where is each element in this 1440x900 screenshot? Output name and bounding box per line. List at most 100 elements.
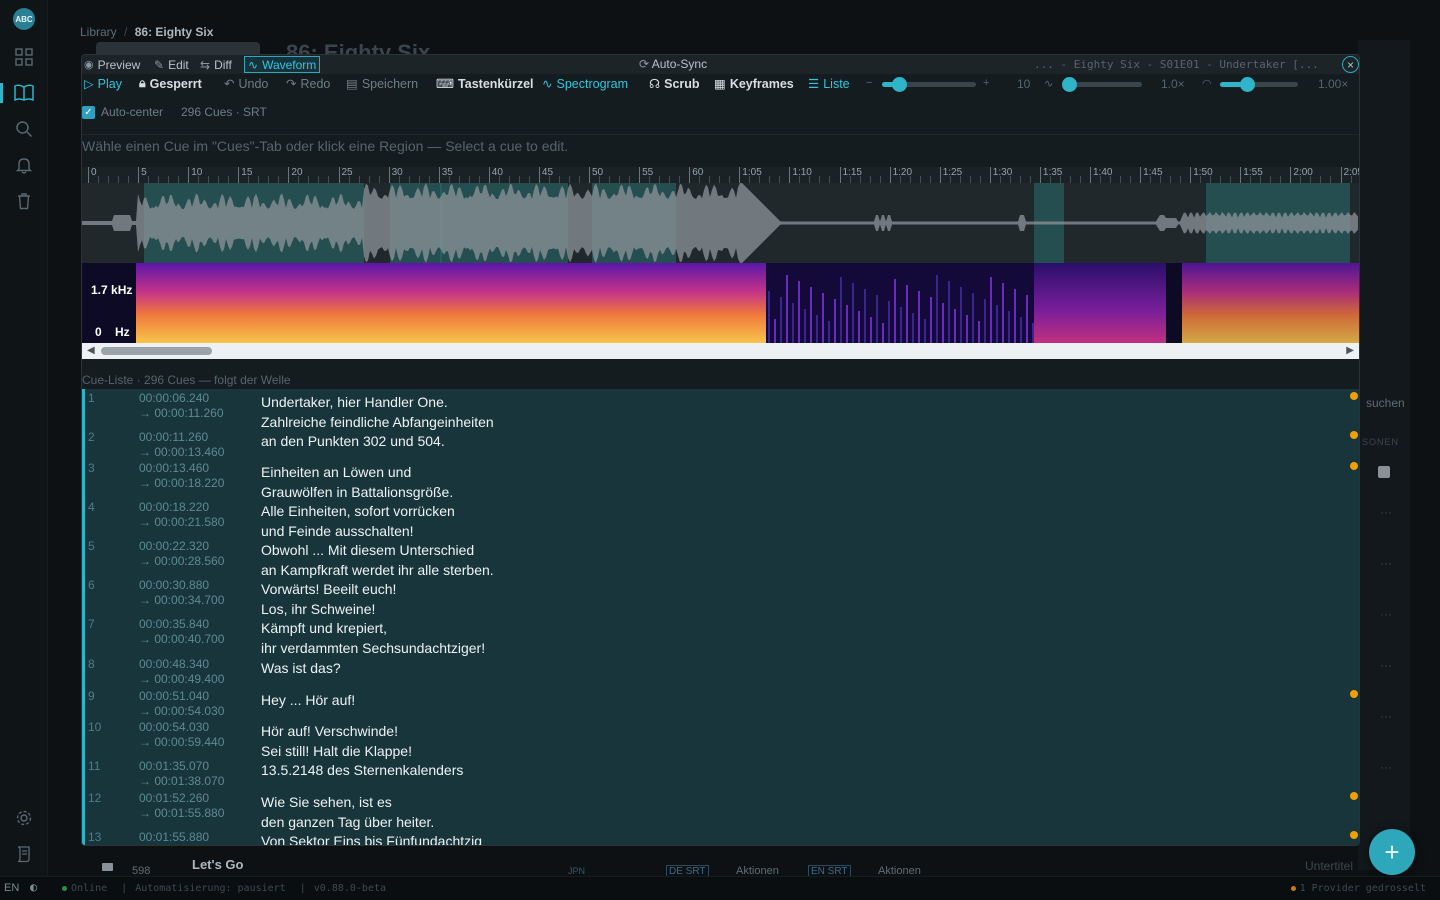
background-checkbox[interactable] bbox=[1378, 466, 1390, 478]
cue-text[interactable]: Undertaker, hier Handler One. Zahlreiche… bbox=[261, 394, 494, 449]
more-icon[interactable]: ··· bbox=[1380, 607, 1392, 621]
more-icon[interactable]: ··· bbox=[1380, 505, 1392, 519]
cue-text[interactable]: Was ist das? bbox=[261, 660, 341, 676]
cue-start-time[interactable]: 00:01:55.880 bbox=[139, 830, 210, 844]
lock-button[interactable]: 🔒︎ Gesperrt bbox=[139, 76, 202, 91]
timeline-minor-tick bbox=[809, 176, 811, 183]
cue-end-time[interactable]: → 00:00:21.580 bbox=[139, 515, 225, 529]
tab-waveform[interactable]: ∿ Waveform bbox=[244, 56, 321, 73]
more-icon[interactable]: ··· bbox=[1380, 760, 1392, 774]
cue-end-time[interactable]: → 00:00:13.460 bbox=[139, 445, 225, 459]
cue-start-time[interactable]: 00:00:35.840 bbox=[139, 617, 210, 631]
language-switch[interactable]: EN bbox=[4, 882, 20, 894]
scroll-right-icon[interactable]: ▶ bbox=[1346, 345, 1354, 356]
cue-end-time[interactable]: → 00:00:59.440 bbox=[139, 735, 225, 749]
timeline-minor-tick bbox=[568, 176, 570, 183]
bell-icon[interactable] bbox=[14, 155, 34, 175]
more-icon[interactable]: ··· bbox=[1380, 709, 1392, 723]
cue-end-time[interactable]: → 00:00:11.260 bbox=[139, 406, 224, 420]
shortcuts-button[interactable]: ⌨ Tastenkürzel bbox=[436, 76, 534, 92]
cue-text[interactable]: Hey ... Hör auf! bbox=[261, 692, 356, 708]
cue-end-time[interactable]: → 00:00:49.400 bbox=[139, 672, 225, 686]
cue-end-time[interactable]: → 00:00:34.700 bbox=[139, 593, 225, 607]
book-icon[interactable] bbox=[14, 83, 34, 103]
cue-start-time[interactable]: 00:00:54.030 bbox=[139, 720, 210, 734]
cue-start-time[interactable]: 00:00:13.460 bbox=[139, 461, 210, 475]
zoom-slider-handle[interactable] bbox=[891, 77, 907, 92]
actions-dropdown[interactable]: Aktionen bbox=[736, 865, 779, 877]
cue-start-time[interactable]: 00:00:48.340 bbox=[139, 657, 210, 671]
save-button[interactable]: ▤ Speichern bbox=[346, 76, 418, 92]
volume-slider[interactable] bbox=[1220, 77, 1298, 92]
cue-text[interactable]: Obwohl ... Mit diesem Unterschied an Kam… bbox=[261, 542, 494, 578]
autocenter-label[interactable]: Auto-center bbox=[101, 105, 164, 119]
more-icon[interactable]: ··· bbox=[1380, 658, 1392, 672]
autosync-button[interactable]: ⟳ Auto-Sync bbox=[639, 57, 707, 71]
cue-text[interactable]: Hör auf! Verschwinde! Sei still! Halt di… bbox=[261, 723, 412, 759]
cue-text[interactable]: Vorwärts! Beeilt euch! Los, ihr Schweine… bbox=[261, 581, 397, 617]
cue-start-time[interactable]: 00:01:52.260 bbox=[139, 791, 210, 805]
scroll-left-icon[interactable]: ◀ bbox=[87, 345, 95, 356]
timeline-scrollbar[interactable]: ◀ ▶ bbox=[82, 343, 1359, 359]
cue-end-time[interactable]: → 00:00:18.220 bbox=[139, 476, 225, 490]
grid-icon[interactable] bbox=[14, 47, 34, 67]
cue-end-time[interactable]: → 00:01:55.880 bbox=[139, 806, 225, 820]
cue-start-time[interactable]: 00:00:11.260 bbox=[139, 430, 209, 444]
cue-text[interactable]: Von Sektor Eins bis Fünfundachtzig bbox=[261, 833, 483, 846]
redo-button[interactable]: ↷ Redo bbox=[286, 76, 330, 92]
app-logo[interactable]: ABC bbox=[13, 8, 35, 30]
theme-toggle-icon[interactable]: ◐ bbox=[30, 880, 38, 894]
scrub-toggle[interactable]: ☊ Scrub bbox=[649, 76, 700, 92]
zoom-slider[interactable] bbox=[882, 77, 976, 92]
cue-region[interactable] bbox=[1034, 167, 1064, 263]
cue-text[interactable]: 13.5.2148 des Sternenkalenders bbox=[261, 762, 464, 778]
play-label: Play bbox=[97, 76, 122, 91]
cue-start-time[interactable]: 00:01:35.070 bbox=[139, 759, 210, 773]
zoom-in-button[interactable]: + bbox=[983, 77, 990, 89]
cue-end-time[interactable]: → 00:01:38.070 bbox=[139, 774, 225, 788]
scrollbar-thumb[interactable] bbox=[101, 347, 212, 355]
cue-text[interactable]: Alle Einheiten, sofort vorrücken und Fei… bbox=[261, 503, 455, 539]
tab-diff[interactable]: ⇆ Diff bbox=[200, 57, 232, 72]
cue-start-time[interactable]: 00:00:30.880 bbox=[139, 578, 210, 592]
cue-end-time[interactable]: → 00:00:54.030 bbox=[139, 704, 225, 718]
undo-button[interactable]: ↶ Undo bbox=[224, 76, 268, 92]
keyframes-toggle[interactable]: ▦ Keyframes bbox=[714, 76, 794, 92]
cue-start-time[interactable]: 00:00:51.040 bbox=[139, 689, 210, 703]
scroll-icon[interactable] bbox=[14, 844, 34, 864]
actions-dropdown[interactable]: Aktionen bbox=[878, 865, 921, 877]
zoom-out-button[interactable]: − bbox=[866, 77, 873, 89]
cue-text[interactable]: Einheiten an Löwen und Grauwölfen in Bat… bbox=[261, 464, 454, 500]
spectrogram-toggle[interactable]: ∿ Spectrogram bbox=[542, 76, 628, 92]
speed-slider[interactable] bbox=[1061, 77, 1142, 92]
waveform-view[interactable]: 0 5 10 15 20 25 30 35 40 45 50 55 60 1:05 1:10 1:15 1:20… bbox=[82, 167, 1359, 263]
spectrogram-view[interactable] bbox=[82, 263, 1359, 343]
cue-start-time[interactable]: 00:00:22.320 bbox=[139, 539, 210, 553]
list-toggle[interactable]: ☰ Liste bbox=[808, 76, 850, 92]
autocenter-checkbox[interactable]: ✓ bbox=[82, 106, 95, 119]
timeline-ruler[interactable]: 0 5 10 15 20 25 30 35 40 45 50 55 60 1:05 1:10 1:15 1:20… bbox=[82, 167, 1359, 183]
cue-text[interactable]: Wie Sie sehen, ist es den ganzen Tag übe… bbox=[261, 794, 435, 830]
play-button[interactable]: ▷ Play bbox=[84, 76, 122, 92]
tab-preview[interactable]: ◉ Preview bbox=[84, 57, 140, 72]
volume-slider-handle[interactable] bbox=[1239, 77, 1255, 92]
provider-status-text: 1 Provider gedrosselt bbox=[1299, 883, 1426, 894]
close-button[interactable]: × bbox=[1342, 56, 1359, 73]
spectrogram-streak bbox=[786, 275, 788, 343]
cue-end-time[interactable]: → 00:00:28.560 bbox=[139, 554, 225, 568]
cue-start-time[interactable]: 00:00:06.240 bbox=[139, 391, 210, 405]
background-checkbox[interactable] bbox=[102, 863, 113, 871]
add-button[interactable]: + bbox=[1369, 829, 1415, 875]
speed-slider-handle[interactable] bbox=[1061, 77, 1077, 92]
gear-icon[interactable] bbox=[14, 808, 34, 828]
cue-list[interactable]: 1 00:00:06.240 → 00:00:11.260 Undertaker, h… bbox=[82, 389, 1359, 846]
more-icon[interactable]: ··· bbox=[1380, 556, 1392, 570]
cue-text[interactable]: Kämpft und krepiert, ihr verdammten Sech… bbox=[261, 620, 486, 656]
undo-icon: ↶ bbox=[224, 77, 235, 91]
trash-icon[interactable] bbox=[14, 191, 34, 211]
cue-end-time[interactable]: → 00:00:40.700 bbox=[139, 632, 225, 646]
breadcrumb-root[interactable]: Library bbox=[80, 25, 117, 39]
cue-start-time[interactable]: 00:00:18.220 bbox=[139, 500, 210, 514]
tab-edit[interactable]: ✎ Edit bbox=[154, 57, 189, 72]
search-icon[interactable] bbox=[14, 119, 34, 139]
